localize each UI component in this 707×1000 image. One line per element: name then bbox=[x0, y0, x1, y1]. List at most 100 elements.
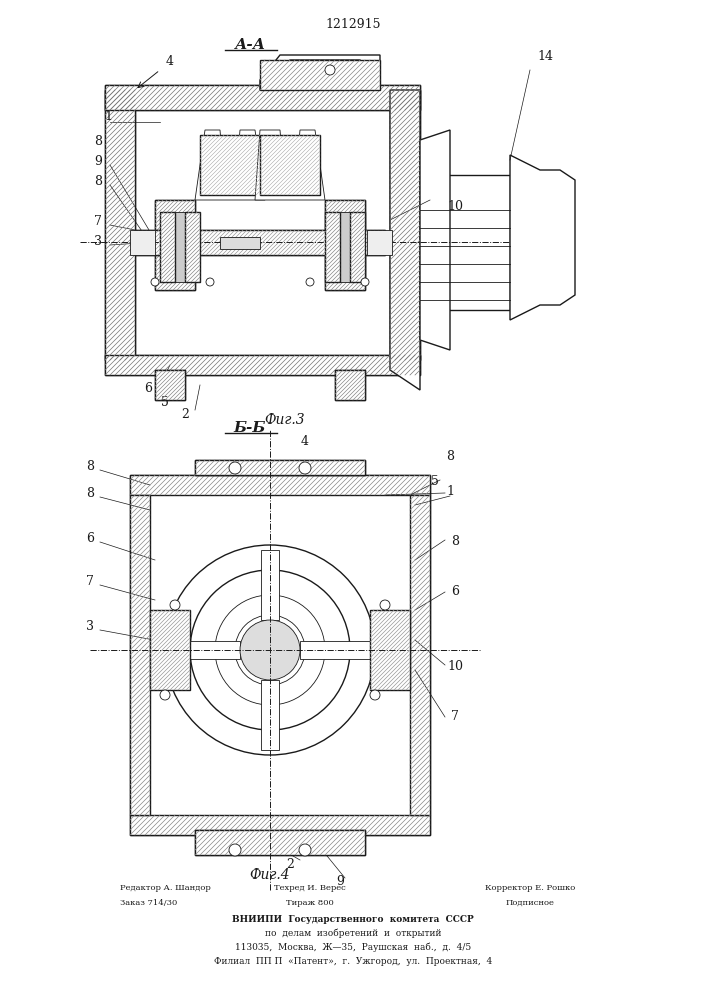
Text: 10: 10 bbox=[447, 660, 463, 673]
Bar bbox=[175, 212, 185, 282]
Text: Заказ 714/30: Заказ 714/30 bbox=[120, 899, 177, 907]
Text: 7: 7 bbox=[94, 215, 102, 228]
Bar bbox=[340, 212, 350, 282]
Circle shape bbox=[299, 462, 311, 474]
Bar bbox=[105, 90, 135, 360]
Bar bbox=[105, 85, 420, 110]
Bar bbox=[155, 200, 195, 290]
Text: 9: 9 bbox=[336, 875, 344, 888]
Circle shape bbox=[240, 620, 300, 680]
Bar bbox=[390, 90, 420, 360]
Text: 10: 10 bbox=[447, 200, 463, 213]
Bar bbox=[135, 230, 385, 255]
Text: 9: 9 bbox=[94, 155, 102, 168]
Circle shape bbox=[325, 65, 335, 75]
Text: 2: 2 bbox=[181, 408, 189, 421]
Text: 8: 8 bbox=[94, 175, 102, 188]
Bar bbox=[135, 230, 385, 255]
Bar bbox=[350, 212, 365, 282]
Text: Техред И. Верес: Техред И. Верес bbox=[274, 884, 346, 892]
Bar bbox=[367, 230, 392, 255]
Bar bbox=[150, 610, 190, 690]
Polygon shape bbox=[420, 130, 450, 350]
Text: 7: 7 bbox=[451, 710, 459, 723]
Circle shape bbox=[229, 844, 241, 856]
Bar bbox=[200, 135, 260, 195]
Bar bbox=[130, 815, 430, 835]
Bar bbox=[160, 212, 175, 282]
Bar bbox=[260, 60, 380, 90]
Bar bbox=[155, 370, 185, 400]
Bar bbox=[195, 830, 365, 855]
Text: 1: 1 bbox=[446, 485, 454, 498]
Text: 6: 6 bbox=[144, 382, 152, 395]
Text: 3: 3 bbox=[94, 235, 102, 248]
Text: Корректор Е. Рошко: Корректор Е. Рошко bbox=[485, 884, 575, 892]
Circle shape bbox=[206, 278, 214, 286]
Text: Фиг.4: Фиг.4 bbox=[250, 868, 291, 882]
Bar bbox=[185, 212, 200, 282]
Text: 8: 8 bbox=[446, 450, 454, 463]
Polygon shape bbox=[261, 680, 279, 750]
Bar bbox=[325, 212, 340, 282]
Bar bbox=[155, 200, 195, 290]
Bar bbox=[150, 610, 190, 690]
Text: по  делам  изобретений  и  открытий: по делам изобретений и открытий bbox=[264, 928, 441, 938]
Text: 4: 4 bbox=[166, 55, 174, 68]
Bar bbox=[420, 175, 510, 310]
Polygon shape bbox=[255, 130, 325, 200]
Text: 1212915: 1212915 bbox=[325, 18, 381, 31]
Text: Фиг.3: Фиг.3 bbox=[264, 413, 305, 427]
Bar bbox=[370, 610, 410, 690]
Polygon shape bbox=[300, 641, 370, 659]
Text: Подписное: Подписное bbox=[506, 899, 554, 907]
Bar bbox=[335, 370, 365, 400]
Circle shape bbox=[361, 278, 369, 286]
Circle shape bbox=[235, 615, 305, 685]
Text: 113035,  Москва,  Ж—35,  Раушская  наб.,  д.  4/5: 113035, Москва, Ж—35, Раушская наб., д. … bbox=[235, 942, 471, 952]
Text: 6: 6 bbox=[451, 585, 459, 598]
Bar bbox=[195, 460, 365, 475]
Bar bbox=[350, 212, 365, 282]
Circle shape bbox=[190, 570, 350, 730]
Polygon shape bbox=[390, 90, 420, 390]
Bar bbox=[370, 610, 410, 690]
Text: 3: 3 bbox=[86, 620, 94, 633]
Circle shape bbox=[160, 690, 170, 700]
Polygon shape bbox=[260, 55, 380, 90]
Text: 1: 1 bbox=[104, 110, 112, 123]
Bar bbox=[185, 212, 200, 282]
Bar bbox=[195, 830, 365, 855]
Circle shape bbox=[215, 595, 325, 705]
Circle shape bbox=[299, 844, 311, 856]
Bar bbox=[195, 460, 365, 475]
Circle shape bbox=[306, 278, 314, 286]
Bar bbox=[390, 90, 420, 360]
Text: Филиал  ПП П  «Патент»,  г.  Ужгород,  ул.  Проектная,  4: Филиал ПП П «Патент», г. Ужгород, ул. Пр… bbox=[214, 957, 492, 966]
Text: Редактор А. Шандор: Редактор А. Шандор bbox=[120, 884, 211, 892]
Text: 8: 8 bbox=[451, 535, 459, 548]
Circle shape bbox=[170, 600, 180, 610]
Circle shape bbox=[229, 462, 241, 474]
Circle shape bbox=[380, 600, 390, 610]
Text: 8: 8 bbox=[94, 135, 102, 148]
Polygon shape bbox=[261, 550, 279, 620]
Bar bbox=[160, 212, 175, 282]
Text: ВНИИПИ  Государственного  комитета  СССР: ВНИИПИ Государственного комитета СССР bbox=[232, 915, 474, 924]
Text: 14: 14 bbox=[537, 50, 553, 63]
Bar bbox=[410, 495, 430, 815]
Bar bbox=[335, 370, 365, 400]
Bar bbox=[105, 355, 420, 375]
Bar bbox=[325, 200, 365, 290]
Bar bbox=[325, 200, 365, 290]
Text: 4: 4 bbox=[301, 435, 309, 448]
Bar bbox=[130, 495, 150, 815]
Text: 5: 5 bbox=[161, 396, 169, 409]
Polygon shape bbox=[195, 130, 265, 200]
Bar bbox=[130, 475, 430, 495]
Bar bbox=[105, 85, 420, 110]
Text: 2: 2 bbox=[286, 858, 294, 871]
Text: Б-Б: Б-Б bbox=[234, 421, 267, 435]
Bar bbox=[130, 230, 155, 255]
Text: 7: 7 bbox=[86, 575, 94, 588]
